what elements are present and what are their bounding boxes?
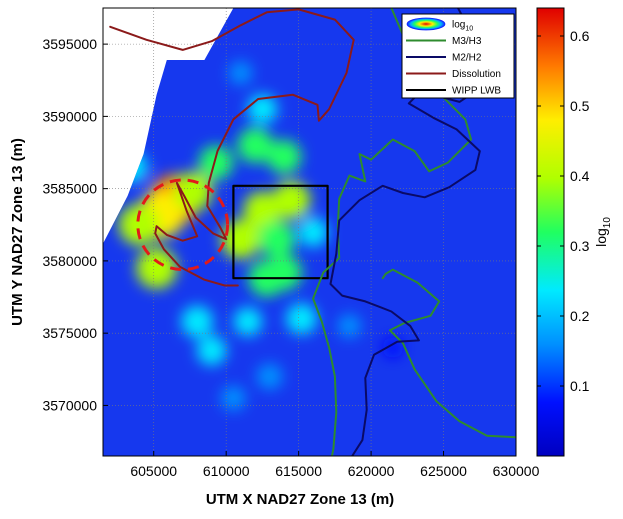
legend-swatch-log10: [406, 17, 446, 31]
y-axis-title: UTM Y NAD27 Zone 13 (m): [9, 138, 26, 326]
colorbar-title: log10: [593, 217, 613, 247]
series-wipp-lwb: [232, 184, 329, 280]
series-dissolution: [109, 8, 355, 287]
x-tick-label-2: 615000: [275, 463, 322, 479]
legend-label-log10: log10: [452, 20, 473, 33]
colorbar-tick-label-4: 0.5: [570, 98, 590, 114]
x-tick-label-0: 605000: [130, 463, 177, 479]
series-dashed-circle: [136, 178, 230, 272]
colorbar-tick-label-1: 0.2: [570, 308, 590, 324]
hotspot-3: [136, 247, 178, 289]
hotspot-22: [337, 314, 362, 338]
y-tick-label-2: 3580000: [42, 253, 97, 269]
hotspot-19: [298, 217, 328, 247]
hotspot-5: [198, 145, 234, 180]
x-axis-ticks: 605000 610000 615000 620000 625000 630000: [130, 451, 540, 479]
y-tick-label-0: 3570000: [42, 397, 97, 413]
y-tick-label-1: 3575000: [42, 325, 97, 341]
x-tick-label-5: 630000: [493, 463, 540, 479]
hotspot-17: [286, 303, 317, 335]
legend-label-dissolution: Dissolution: [452, 69, 501, 80]
colorbar-tick-label-2: 0.3: [570, 238, 590, 254]
hotspot-24: [228, 61, 253, 85]
x-tick-label-4: 625000: [420, 463, 467, 479]
plot-frame: [102, 7, 517, 457]
colorbar-tick-label-5: 0.6: [570, 28, 590, 44]
x-tick-label-3: 620000: [348, 463, 395, 479]
hotspot-20: [221, 385, 246, 411]
hotspot-21: [256, 363, 283, 390]
hotspot-8: [258, 220, 296, 258]
y-axis-ticks: 3570000 3575000 3580000 3585000 3590000 35950…: [42, 36, 108, 413]
y-tick-label-3: 3585000: [42, 181, 97, 197]
colorbar: 0.1 0.2 0.3 0.4 0.5 0.6 log10: [536, 7, 613, 457]
hotspot-12: [237, 127, 273, 164]
y-tick-label-4: 3590000: [42, 108, 97, 124]
hotspot-2: [118, 204, 160, 246]
colorbar-tick-label-3: 0.4: [570, 168, 590, 184]
colorbar-gradient: [536, 7, 565, 457]
legend-label-m3-h3: M3/H3: [452, 36, 482, 47]
x-tick-label-1: 610000: [203, 463, 250, 479]
legend: log10 M3/H3 M2/H2 Dissolution WIPP LWB: [401, 13, 515, 99]
hotspot-15: [181, 305, 214, 338]
y-tick-label-5: 3595000: [42, 36, 97, 52]
series-m3-h3: [312, 8, 473, 456]
legend-label-wipp-lwb: WIPP LWB: [452, 86, 501, 97]
x-axis-title: UTM X NAD27 Zone 13 (m): [206, 491, 394, 508]
hotspot-9: [272, 181, 311, 220]
hotspot-11: [266, 254, 302, 291]
hotspot-13: [266, 139, 302, 175]
hotspot-18: [233, 307, 263, 336]
hotspot-6: [221, 219, 261, 259]
colorbar-tick-label-0: 0.1: [570, 378, 590, 394]
legend-label-m2-h2: M2/H2: [452, 53, 482, 64]
hotspot-7: [243, 191, 282, 230]
hotspot-16: [196, 335, 227, 366]
series-m3-h3-east: [381, 268, 516, 439]
